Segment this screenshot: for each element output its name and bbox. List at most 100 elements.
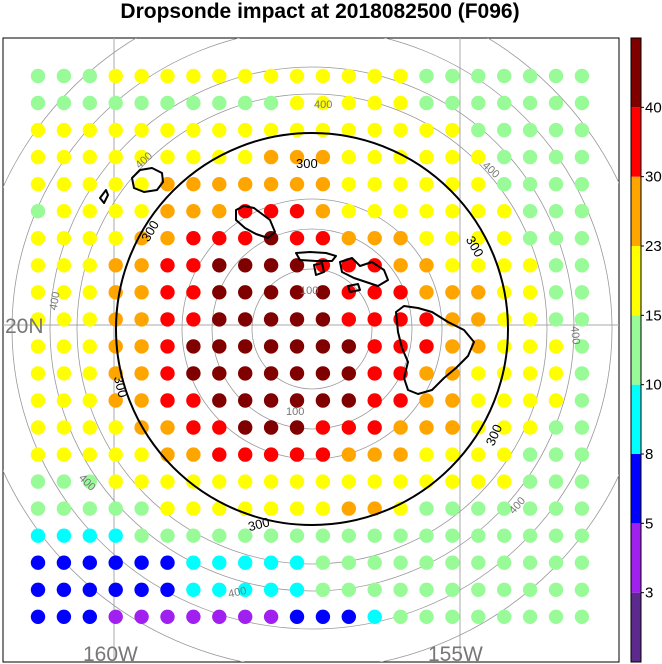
impact-dot bbox=[367, 258, 382, 273]
impact-dot bbox=[574, 555, 590, 570]
map-title: Dropsonde impact at 2018082500 (F096) bbox=[120, 0, 520, 23]
impact-dot bbox=[212, 285, 227, 300]
impact-dot bbox=[186, 474, 201, 489]
impact-dot bbox=[30, 285, 46, 300]
impact-dot bbox=[522, 420, 538, 435]
colorbar-tick-label: 30 bbox=[645, 169, 662, 186]
impact-dot bbox=[419, 68, 434, 84]
impact-dot bbox=[445, 447, 460, 462]
impact-dot bbox=[160, 285, 175, 300]
impact-dot bbox=[263, 122, 279, 138]
impact-dot bbox=[574, 528, 590, 543]
impact-dot bbox=[82, 366, 98, 381]
impact-dot bbox=[341, 501, 356, 516]
impact-dot bbox=[315, 420, 331, 435]
impact-dot bbox=[393, 609, 408, 624]
impact-dot bbox=[367, 339, 382, 354]
impact-dot bbox=[30, 366, 46, 381]
impact-dot bbox=[186, 231, 201, 246]
impact-dot bbox=[134, 366, 149, 381]
impact-dot bbox=[56, 68, 72, 84]
impact-dot bbox=[341, 285, 356, 300]
impact-dot bbox=[367, 204, 382, 219]
impact-dot bbox=[238, 258, 253, 273]
impact-dot bbox=[393, 555, 408, 570]
impact-dot bbox=[522, 231, 538, 246]
impact-dot bbox=[367, 366, 382, 381]
impact-dot bbox=[160, 68, 175, 84]
impact-dot bbox=[574, 366, 590, 381]
impact-dot bbox=[160, 474, 175, 489]
impact-dot bbox=[212, 528, 227, 543]
impact-dot bbox=[471, 555, 486, 570]
impact-dot bbox=[56, 285, 72, 300]
impact-dot bbox=[393, 149, 408, 165]
impact-dot bbox=[341, 393, 356, 408]
impact-dot bbox=[108, 420, 123, 435]
impact-dot bbox=[82, 339, 98, 354]
impact-dot bbox=[471, 285, 486, 300]
impact-dot bbox=[471, 149, 486, 165]
impact-dot bbox=[497, 339, 512, 354]
impact-dot bbox=[548, 555, 564, 570]
impact-dot bbox=[471, 501, 486, 516]
impact-dot bbox=[160, 122, 175, 138]
impact-dot bbox=[522, 528, 538, 543]
impact-dot bbox=[548, 177, 564, 192]
impact-dot bbox=[445, 609, 460, 624]
colorbar-tick-label: 15 bbox=[645, 307, 662, 324]
impact-dot bbox=[30, 204, 46, 219]
impact-dot bbox=[134, 501, 149, 516]
impact-dot bbox=[289, 177, 305, 192]
impact-dot bbox=[341, 68, 356, 84]
impact-dot bbox=[186, 582, 201, 597]
impact-dot bbox=[238, 447, 253, 462]
impact-dot bbox=[471, 204, 486, 219]
impact-dot bbox=[82, 285, 98, 300]
impact-dot bbox=[160, 366, 175, 381]
impact-dot bbox=[497, 312, 512, 327]
impact-dot bbox=[289, 149, 305, 165]
impact-dot bbox=[445, 555, 460, 570]
impact-dot bbox=[341, 231, 356, 246]
impact-dot bbox=[56, 366, 72, 381]
impact-dot bbox=[30, 149, 46, 165]
colorbar-tick-label: 8 bbox=[645, 446, 653, 463]
impact-dot bbox=[574, 447, 590, 462]
impact-dot bbox=[471, 609, 486, 624]
impact-dot bbox=[30, 122, 46, 138]
impact-dot bbox=[574, 68, 590, 84]
impact-dot bbox=[186, 420, 201, 435]
impact-dot bbox=[393, 258, 408, 273]
impact-dot bbox=[445, 393, 460, 408]
impact-dot bbox=[134, 393, 149, 408]
colorbar-swatch bbox=[631, 107, 641, 177]
impact-dot bbox=[367, 474, 382, 489]
impact-dot bbox=[315, 149, 331, 165]
impact-dot bbox=[341, 366, 356, 381]
impact-dot bbox=[315, 122, 331, 138]
impact-dot bbox=[263, 555, 279, 570]
impact-dot bbox=[186, 95, 201, 111]
impact-dot bbox=[393, 122, 408, 138]
impact-dot bbox=[56, 177, 72, 192]
impact-dot bbox=[56, 231, 72, 246]
impact-dot bbox=[82, 231, 98, 246]
impact-dot bbox=[186, 149, 201, 165]
impact-dot bbox=[367, 609, 382, 624]
impact-dot bbox=[108, 474, 123, 489]
impact-dot bbox=[238, 366, 253, 381]
impact-dot bbox=[30, 528, 46, 543]
impact-dot bbox=[82, 501, 98, 516]
impact-dot bbox=[522, 501, 538, 516]
impact-dot bbox=[160, 582, 175, 597]
impact-dot bbox=[419, 501, 434, 516]
impact-dot bbox=[108, 149, 123, 165]
impact-dot bbox=[419, 95, 434, 111]
impact-dot bbox=[160, 420, 175, 435]
impact-dot bbox=[341, 177, 356, 192]
impact-dot bbox=[238, 68, 253, 84]
impact-dot bbox=[30, 582, 46, 597]
impact-dot bbox=[445, 122, 460, 138]
impact-dot bbox=[497, 204, 512, 219]
